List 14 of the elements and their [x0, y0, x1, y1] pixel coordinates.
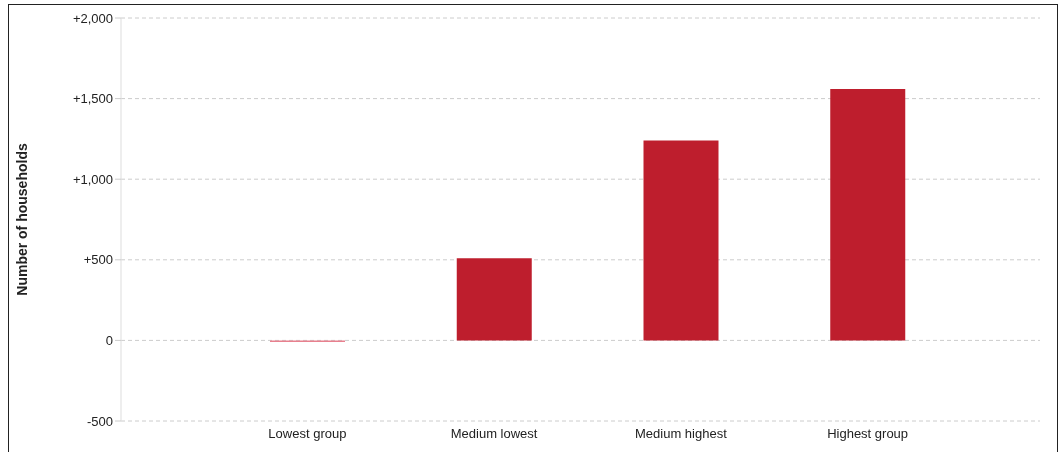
x-tick-label: Medium lowest	[450, 426, 538, 442]
y-tick-label: +1,500	[72, 91, 113, 107]
y-tick-label: -500	[86, 413, 113, 429]
bar	[643, 140, 719, 341]
y-tick-label: +1,000	[72, 171, 113, 187]
bar	[830, 88, 906, 341]
x-tick-label: Lowest group	[268, 426, 347, 442]
y-tick-label: +500	[83, 252, 113, 268]
y-tick-label: 0	[105, 333, 113, 349]
x-tick-label: Highest group	[827, 426, 909, 442]
x-tick-label: Medium highest	[634, 426, 728, 442]
y-tick-label: +2,000	[72, 10, 113, 26]
y-axis-title: Number of households	[13, 143, 30, 296]
bar	[456, 258, 532, 341]
